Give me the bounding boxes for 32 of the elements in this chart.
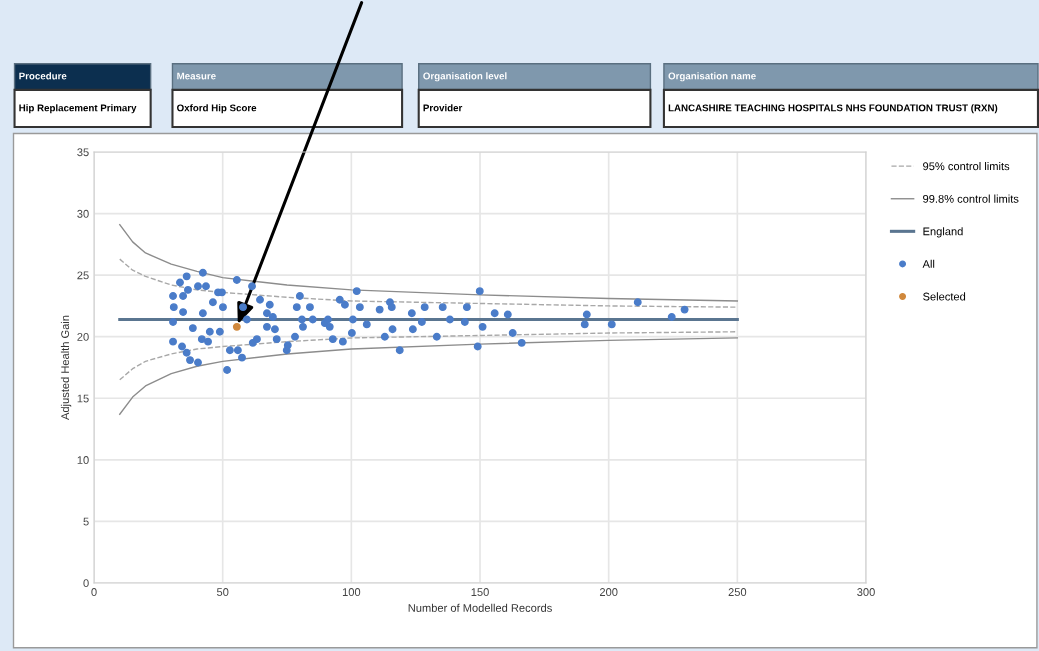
- y-tick-label: 25: [77, 271, 89, 280]
- y-axis-title: Adjusted Health Gain: [60, 315, 72, 420]
- y-tick-label: 10: [77, 456, 89, 464]
- y-tick-label: 20: [77, 332, 89, 341]
- y-tick-label: 30: [77, 209, 89, 218]
- legend-label: All: [922, 259, 935, 268]
- text: Hip Replacement Primary: [19, 104, 137, 114]
- y-tick-label: 35: [77, 148, 89, 157]
- text: Oxford Hip Score: [177, 104, 257, 114]
- x-tick-label: 200: [599, 588, 618, 596]
- y-tick-label: 15: [77, 394, 89, 403]
- text: Measure: [177, 72, 216, 80]
- legend-label: 99.8% control limits: [923, 194, 1019, 203]
- line-series: [119, 337, 739, 415]
- text: Organisation name: [668, 72, 756, 82]
- x-tick-label: 0: [91, 588, 97, 596]
- text: LANCASHIRE TEACHING HOSPITALS NHS FOUNDATION TRUST (RXN): [668, 104, 998, 114]
- legend-label: Selected: [923, 292, 966, 301]
- x-tick-label: 300: [857, 588, 875, 596]
- legend-label: England: [923, 227, 963, 238]
- text: Provider: [423, 104, 463, 112]
- y-tick-label: 5: [83, 517, 89, 526]
- x-tick-label: 250: [728, 588, 747, 596]
- text: Organisation level: [423, 72, 507, 82]
- line-series: [119, 223, 739, 302]
- x-axis-title: Number of Modelled Records: [408, 603, 552, 612]
- x-tick-label: 100: [342, 588, 361, 596]
- x-tick-label: 150: [471, 588, 489, 596]
- text: Procedure: [19, 72, 67, 80]
- y-tick-label: 0: [83, 579, 89, 588]
- x-tick-label: 50: [216, 588, 229, 596]
- legend-label: 95% control limits: [923, 162, 1010, 171]
